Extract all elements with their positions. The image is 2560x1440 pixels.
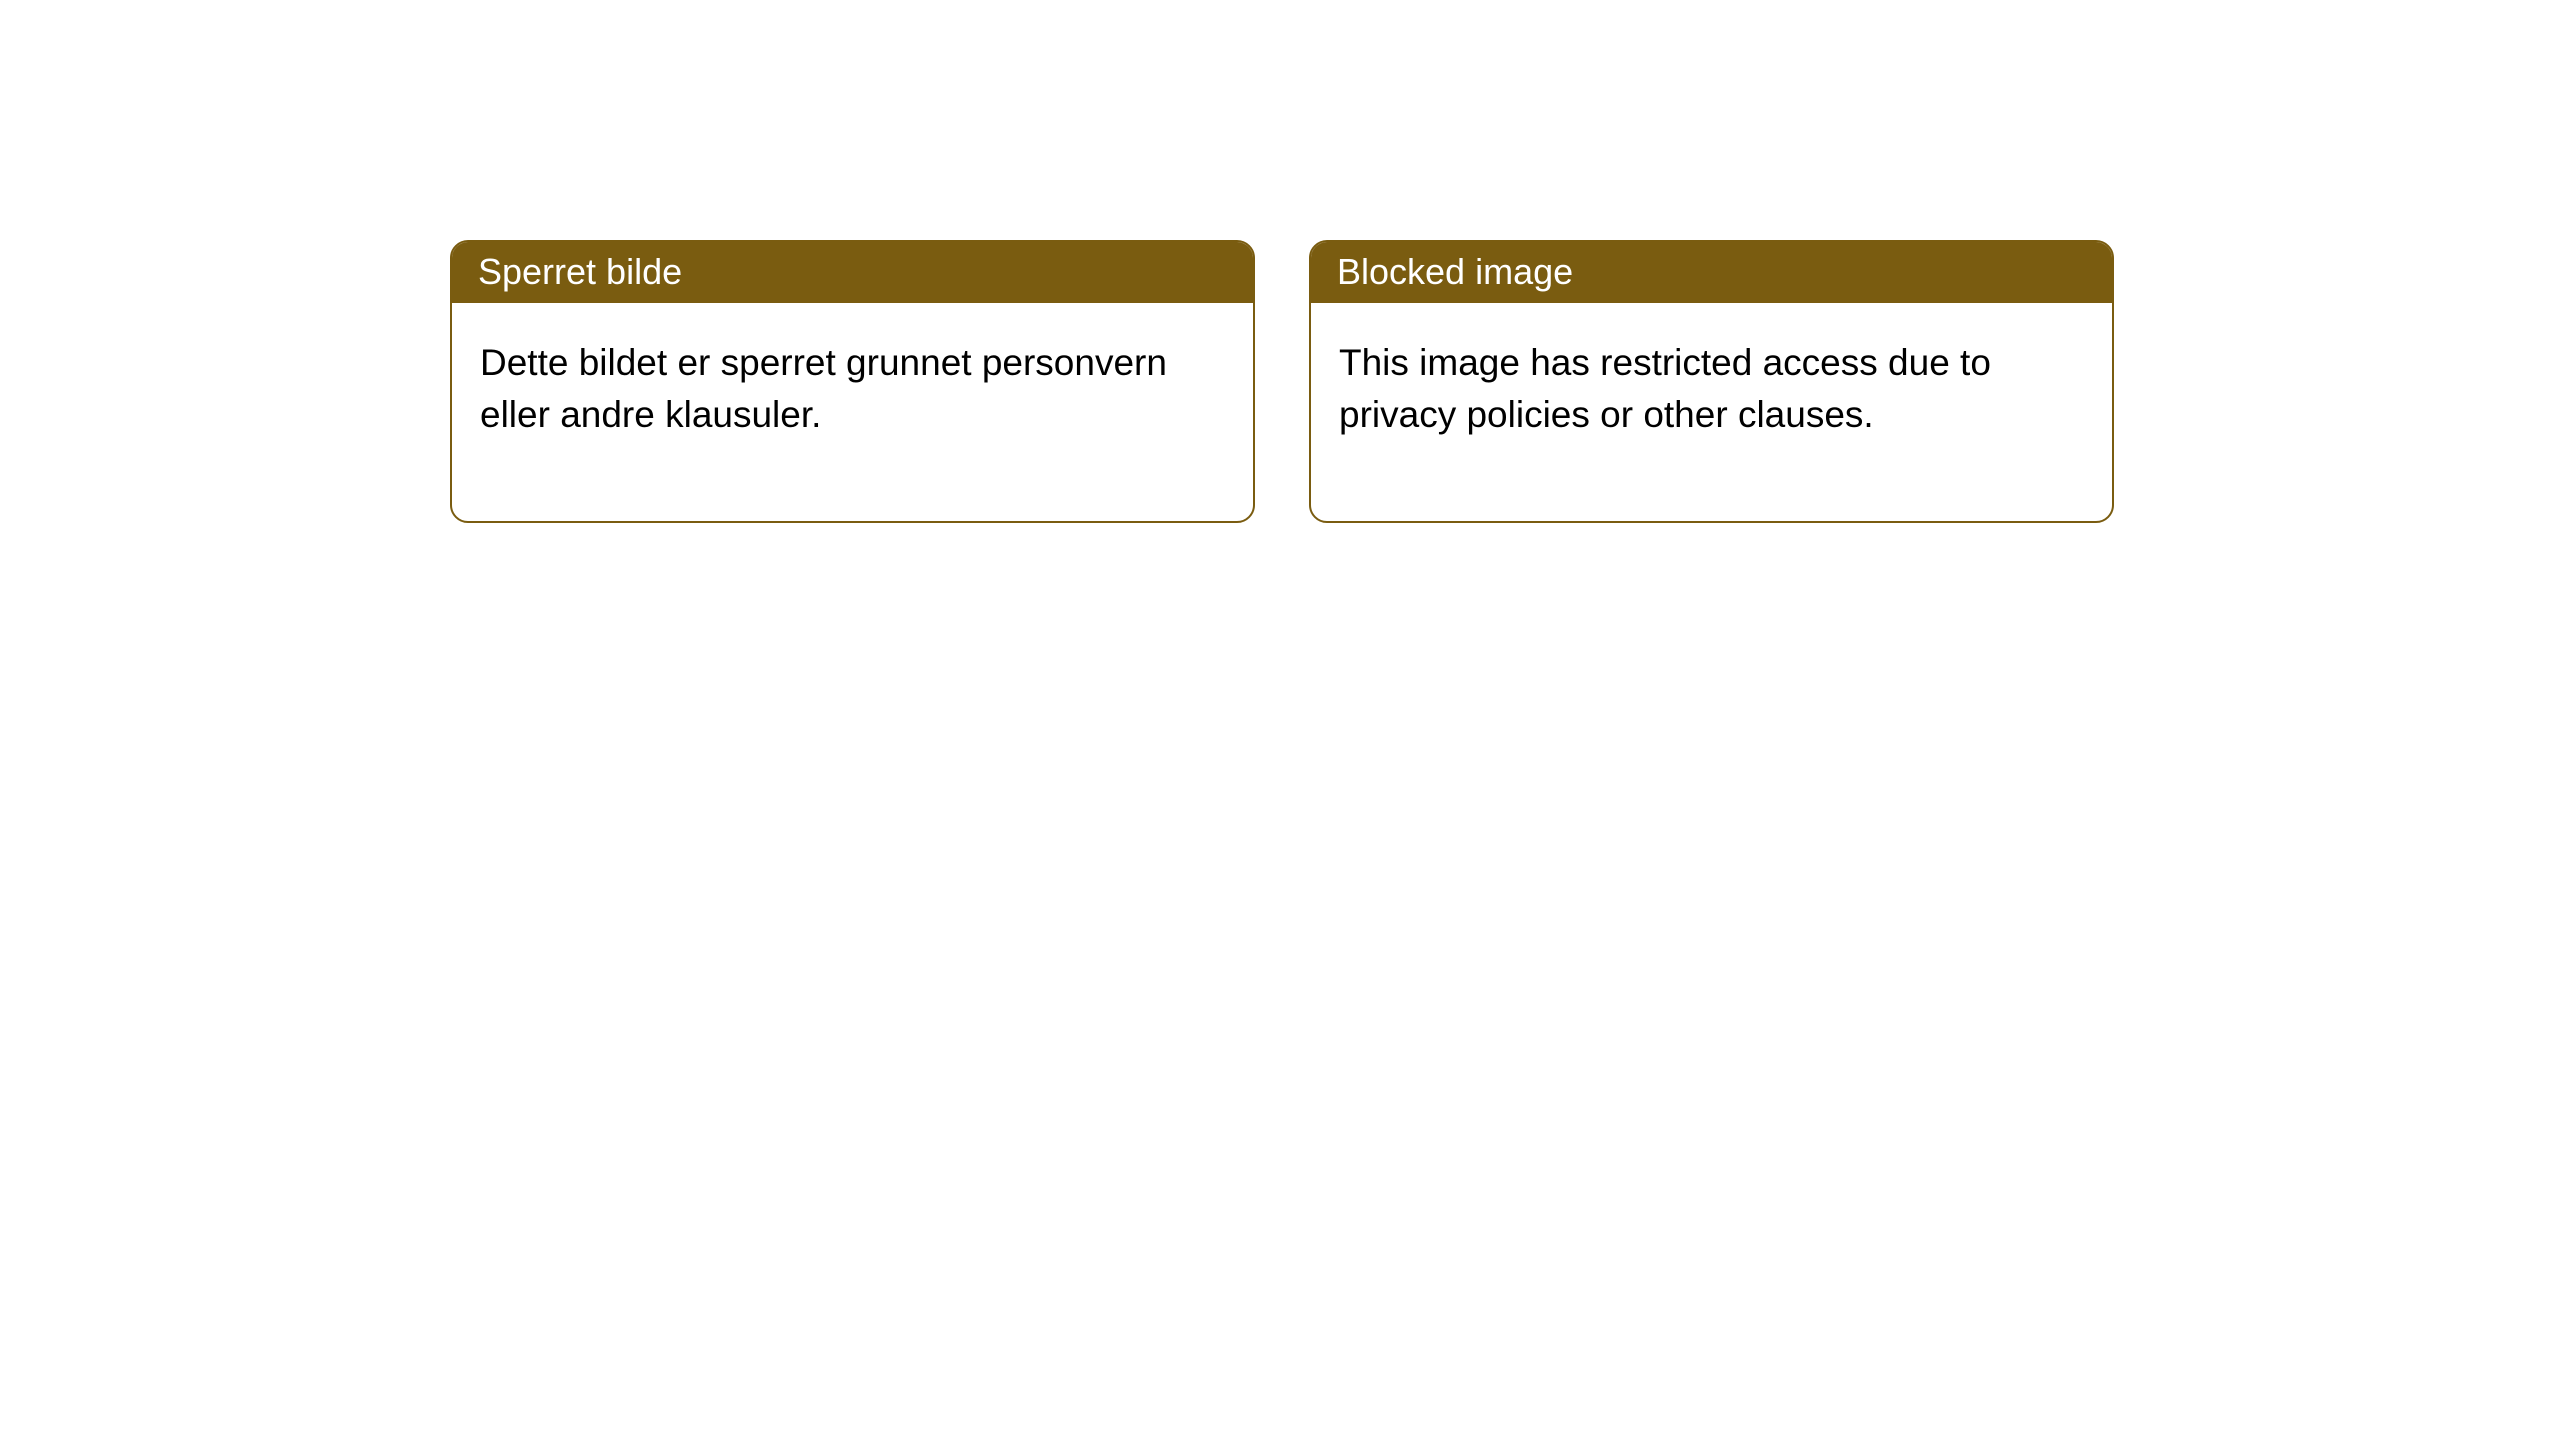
- notice-header: Sperret bilde: [452, 242, 1253, 303]
- notice-container: Sperret bilde Dette bildet er sperret gr…: [0, 0, 2560, 523]
- notice-header: Blocked image: [1311, 242, 2112, 303]
- notice-body: This image has restricted access due to …: [1311, 303, 2112, 521]
- notice-body: Dette bildet er sperret grunnet personve…: [452, 303, 1253, 521]
- notice-card-english: Blocked image This image has restricted …: [1309, 240, 2114, 523]
- notice-card-norwegian: Sperret bilde Dette bildet er sperret gr…: [450, 240, 1255, 523]
